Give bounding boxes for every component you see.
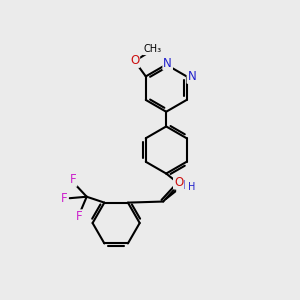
Text: F: F <box>70 173 76 186</box>
Text: O: O <box>130 54 139 67</box>
Text: N: N <box>163 57 172 70</box>
Text: F: F <box>61 192 68 205</box>
Text: O: O <box>174 176 183 189</box>
Text: N: N <box>188 70 196 83</box>
Text: H: H <box>188 182 195 192</box>
Text: F: F <box>76 210 82 223</box>
Text: N: N <box>177 179 186 192</box>
Text: CH₃: CH₃ <box>143 44 161 54</box>
